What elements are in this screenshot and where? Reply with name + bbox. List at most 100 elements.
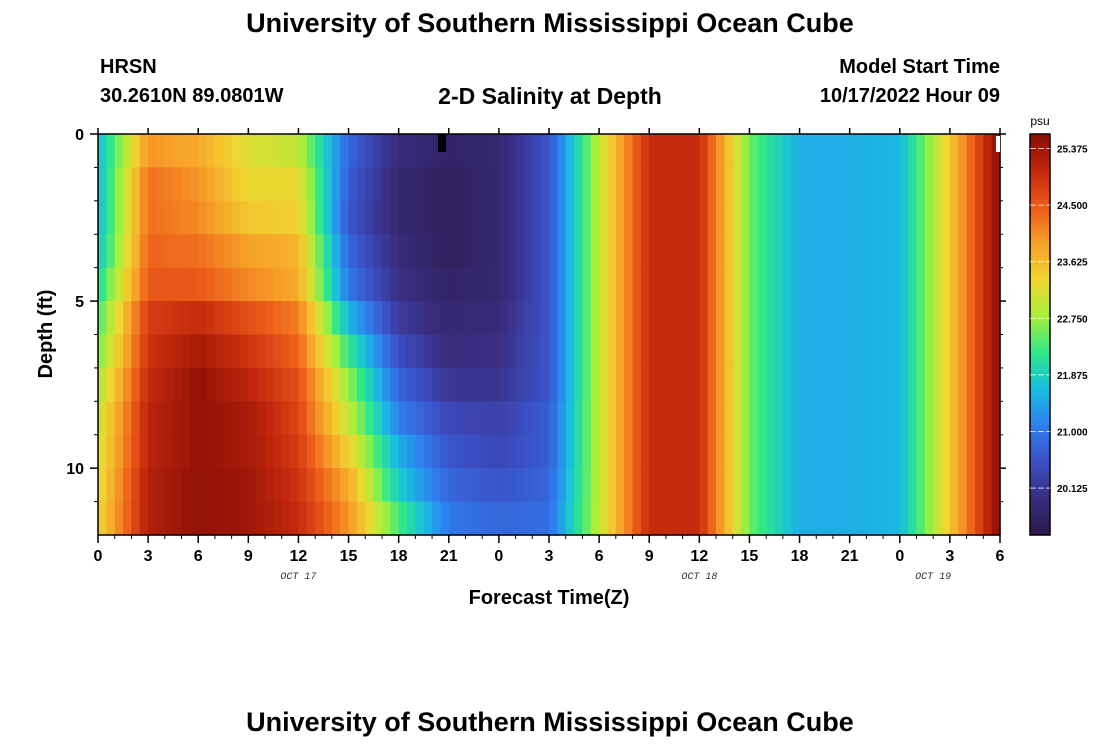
heatmap-cell (407, 234, 416, 269)
heatmap-cell (331, 301, 341, 336)
heatmap-cell (549, 267, 558, 302)
heatmap-cell (223, 434, 233, 469)
heatmap-cell (891, 468, 901, 503)
heatmap-cell (690, 234, 700, 269)
heatmap-cell (682, 234, 692, 269)
footer-title: University of Southern Mississippi Ocean… (246, 707, 854, 737)
heatmap-cell (774, 434, 784, 469)
heatmap-cell (791, 234, 801, 269)
colorbar-tick-label: 21.000 (1057, 428, 1088, 439)
heatmap-cell (523, 167, 533, 202)
heatmap-cell (407, 301, 416, 336)
heatmap-cell (381, 301, 391, 336)
heatmap-cell (974, 468, 984, 503)
heatmap-cell (741, 434, 751, 469)
heatmap-cell (198, 301, 208, 336)
heatmap-cell (899, 334, 909, 369)
heatmap-cell (832, 367, 842, 402)
heatmap-cell (866, 234, 876, 269)
heatmap-cell (766, 434, 776, 469)
heatmap-cell (365, 501, 375, 536)
heatmap-cell (974, 267, 984, 302)
heatmap-cell (599, 468, 609, 503)
heatmap-cell (223, 167, 233, 202)
heatmap-cell (991, 200, 1001, 235)
heatmap-cell (231, 501, 241, 536)
heatmap-cell (206, 301, 216, 336)
heatmap-cell (574, 200, 584, 235)
heatmap-cell (724, 401, 734, 436)
heatmap-cell (866, 501, 876, 536)
heatmap-cell (682, 401, 692, 436)
heatmap-cell (807, 468, 817, 503)
heatmap-cell (924, 334, 934, 369)
heatmap-cell (657, 501, 667, 536)
heatmap-cell (916, 401, 926, 436)
heatmap-cell (699, 234, 709, 269)
heatmap-cell (807, 167, 817, 202)
heatmap-cell (256, 200, 266, 235)
heatmap-cell (164, 134, 174, 169)
heatmap-cell (657, 367, 667, 402)
heatmap-cell (231, 367, 241, 402)
heatmap-cell (774, 301, 784, 336)
heatmap-cell (381, 334, 391, 369)
heatmap-cell (440, 334, 450, 369)
heatmap-cell (749, 434, 759, 469)
heatmap-cell (423, 200, 433, 235)
heatmap-cell (473, 234, 483, 269)
x-tick-label: 6 (194, 548, 203, 565)
heatmap-cell (891, 200, 901, 235)
heatmap-cell (398, 367, 408, 402)
heatmap-cell (473, 301, 483, 336)
heatmap-cell (732, 501, 742, 536)
heatmap-cell (507, 134, 517, 169)
heatmap-cell (690, 167, 700, 202)
heatmap-cell (415, 200, 425, 235)
heatmap-cell (958, 367, 968, 402)
heatmap-cell (899, 267, 909, 302)
heatmap-cell (290, 301, 300, 336)
heatmap-cell (256, 167, 266, 202)
heatmap-cell (523, 267, 533, 302)
heatmap-cell (507, 234, 517, 269)
heatmap-cell (114, 167, 124, 202)
heatmap-cell (791, 301, 801, 336)
heatmap-cell (632, 134, 642, 169)
x-axis-title: Forecast Time(Z) (469, 587, 630, 609)
x-tick-label: 0 (895, 548, 904, 565)
heatmap-cell (941, 401, 951, 436)
heatmap-cell (423, 367, 433, 402)
heatmap-cell (824, 334, 834, 369)
heatmap-cell (991, 234, 1001, 269)
heatmap-cell (139, 267, 149, 302)
heatmap-cell (457, 267, 467, 302)
heatmap-cell (248, 267, 258, 302)
heatmap-cell (674, 367, 684, 402)
heatmap-cell (933, 334, 943, 369)
heatmap-cell (849, 434, 859, 469)
heatmap-cell (849, 401, 859, 436)
heatmap-cell (883, 367, 893, 402)
heatmap-cell (590, 234, 600, 269)
heatmap-cell (565, 334, 575, 369)
heatmap-cell (557, 367, 567, 402)
heatmap-cell (440, 301, 450, 336)
heatmap-cell (156, 434, 166, 469)
heatmap-cell (849, 367, 859, 402)
heatmap-cell (348, 167, 358, 202)
heatmap-cell (432, 367, 442, 402)
heatmap-cell (356, 367, 366, 402)
heatmap-cell (958, 267, 968, 302)
heatmap-cell (156, 334, 166, 369)
heatmap-cell (799, 301, 809, 336)
heatmap-cell (532, 134, 542, 169)
heatmap-cell (315, 301, 325, 336)
heatmap-cell (473, 468, 483, 503)
heatmap-cell (899, 301, 909, 336)
heatmap-cell (816, 501, 826, 536)
heatmap-cell (273, 167, 283, 202)
heatmap-cell (866, 334, 876, 369)
heatmap-cell (807, 334, 817, 369)
heatmap-cell (515, 501, 525, 536)
